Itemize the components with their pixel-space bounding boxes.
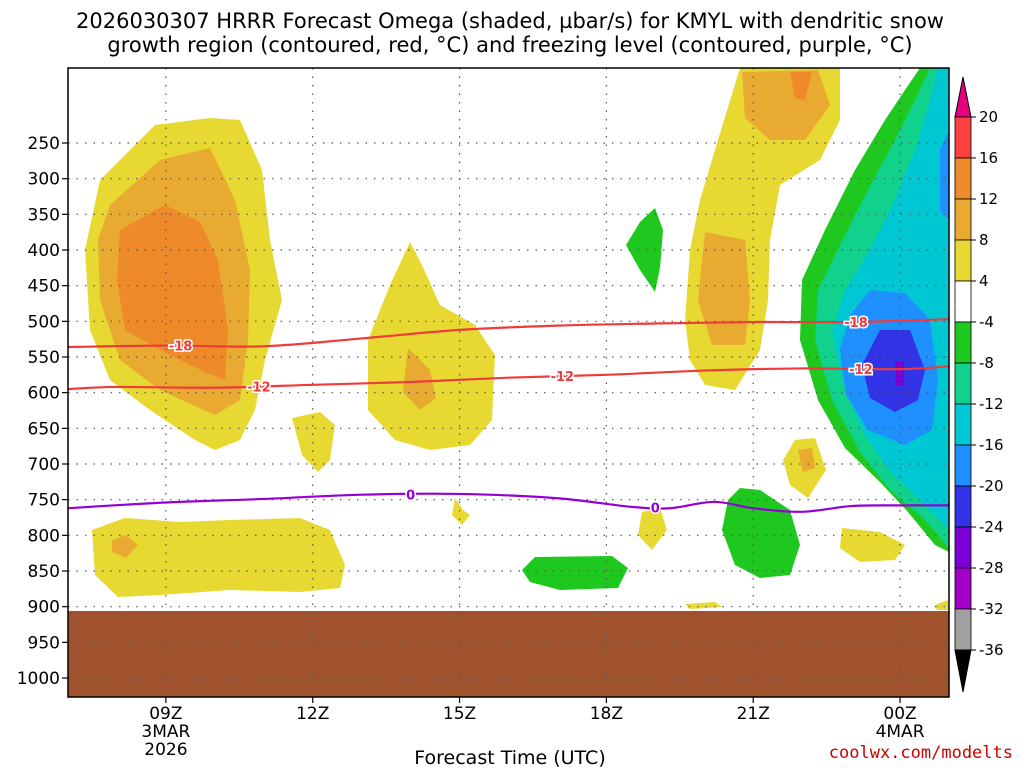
colorbar-band (954, 444, 972, 487)
x-tick-label: 12Z (296, 704, 329, 724)
omega-region-gold-small4 (798, 448, 815, 472)
x-tick-label: 21Z (737, 704, 770, 724)
y-tick-label: 400 (28, 241, 60, 261)
colorbar-label: -12 (979, 395, 1004, 413)
colorbar-label: 16 (979, 149, 998, 167)
colorbar-band (954, 526, 972, 569)
contour-line-2 (68, 492, 949, 513)
colorbar-label: -24 (979, 518, 1004, 536)
colorbar-band (954, 239, 972, 282)
contour-label: -18 (169, 340, 193, 355)
y-tick-label: 450 (28, 277, 60, 297)
colorbar-label: 4 (979, 272, 989, 290)
contour-label: -12 (247, 380, 271, 395)
x-tick-date: 4MAR (876, 722, 925, 742)
contour-line-0 (68, 318, 949, 349)
omega-region-gold-mid (403, 348, 436, 410)
x-tick-year: 2026 (144, 740, 187, 760)
colorbar-label: 20 (979, 108, 998, 126)
y-tick-label: 850 (28, 562, 60, 582)
omega-region-purple-right (895, 362, 904, 385)
omega-region-green-low2 (522, 556, 628, 590)
omega-region-yellow-mid (368, 242, 495, 450)
colorbar-label: -16 (979, 436, 1004, 454)
colorbar: 20 16 12 8 4 -4 -8 -12 -16 -20 -24 -28 -32 -36 (954, 76, 1004, 693)
colorbar-label: -4 (979, 313, 994, 331)
colorbar-label: -28 (979, 559, 1004, 577)
x-axis-title: Forecast Time (UTC) (414, 747, 605, 768)
chart-title-line1: 2026030307 HRRR Forecast Omega (shaded, … (76, 9, 944, 33)
y-tick-label: 650 (28, 419, 60, 439)
colorbar-band (954, 362, 972, 405)
colorbar-bottom-arrow (954, 649, 972, 693)
plot-area: -18 -18 -12 -12 -12 0 0 (68, 68, 949, 697)
y-tick-label: 700 (28, 455, 60, 475)
colorbar-label: 8 (979, 231, 989, 249)
y-tick-label: 950 (28, 633, 60, 653)
omega-region-yellow-small3 (638, 508, 667, 550)
colorbar-label: -20 (979, 477, 1004, 495)
y-tick-label: 600 (28, 384, 60, 404)
omega-region-yellow-small2 (452, 498, 470, 525)
colorbar-band (954, 403, 972, 446)
colorbar-band (954, 567, 972, 610)
omega-region-yellow-small6 (685, 602, 722, 609)
y-tick-label: 300 (28, 170, 60, 190)
contour-label: 0 (651, 502, 660, 517)
chart-title-line2: growth region (contoured, red, °C) and f… (107, 33, 912, 57)
omega-region-gold-lowleft (112, 535, 138, 558)
x-tick-date: 3MAR (141, 722, 190, 742)
colorbar-band (954, 321, 972, 364)
credit-text: coolwx.com/modelts (829, 743, 1013, 763)
omega-region-orange-right-upper (790, 72, 812, 100)
colorbar-band (954, 608, 972, 651)
omega-region-gold-right-lower (698, 232, 750, 345)
colorbar-top-arrow (954, 76, 972, 118)
y-tick-label: 750 (28, 491, 60, 511)
colorbar-label: -8 (979, 354, 994, 372)
colorbar-band (954, 157, 972, 200)
colorbar-label: -36 (979, 641, 1004, 659)
colorbar-band (954, 116, 972, 159)
omega-region-green-upper (626, 208, 663, 292)
omega-region-blue-right-top (940, 130, 949, 220)
x-tick-label: 18Z (590, 704, 623, 724)
contour-label: -12 (849, 363, 873, 378)
contour-label: 0 (406, 488, 415, 503)
colorbar-band (954, 198, 972, 241)
y-tick-label: 350 (28, 205, 60, 225)
y-tick-label: 500 (28, 312, 60, 332)
y-axis: 250 300 350 400 450 500 550 600 650 700 750 800 850 9… (17, 134, 68, 689)
colorbar-band (954, 280, 972, 323)
contour-label: -12 (551, 370, 575, 385)
omega-region-orange-left (117, 205, 228, 380)
y-tick-label: 550 (28, 348, 60, 368)
contour-line-1 (68, 365, 949, 391)
x-tick-label: 15Z (443, 704, 476, 724)
plot-frame (67, 67, 950, 698)
omega-region-yellow-lowleft (92, 518, 345, 597)
contour-lines: -18 -18 -12 -12 -12 0 0 (68, 314, 949, 518)
y-tick-label: 250 (28, 134, 60, 154)
omega-region-darkblue-right (862, 330, 925, 412)
x-tick-label: 00Z (883, 704, 916, 724)
y-tick-label: 900 (28, 598, 60, 618)
ground-below-surface (68, 611, 949, 697)
y-tick-label: 1000 (17, 669, 60, 689)
x-tick-label: 09Z (149, 704, 182, 724)
y-tick-label: 800 (28, 526, 60, 546)
omega-region-yellow-small7 (935, 600, 948, 610)
colorbar-label: -32 (979, 600, 1004, 618)
omega-region-yellow-small1 (292, 412, 335, 472)
contour-label: -18 (844, 316, 868, 331)
colorbar-band (954, 485, 972, 528)
colorbar-label: 12 (979, 190, 998, 208)
omega-region-yellow-small5 (840, 528, 905, 562)
grid-lines (68, 68, 949, 697)
